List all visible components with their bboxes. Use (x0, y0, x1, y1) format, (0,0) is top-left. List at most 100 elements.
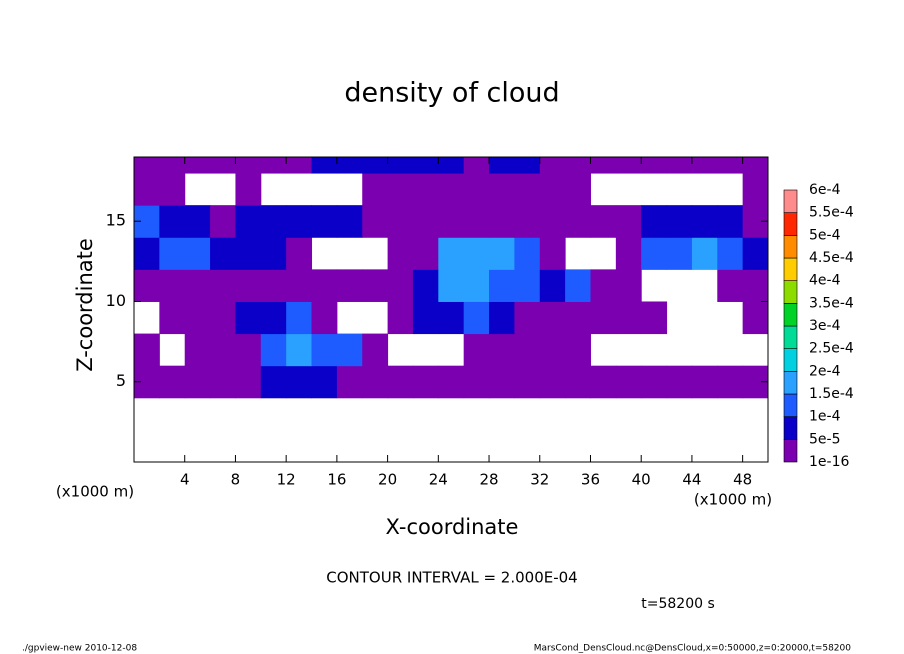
cell (387, 157, 414, 174)
cell (514, 237, 541, 270)
cell (438, 157, 465, 174)
cell (489, 205, 515, 238)
cell (134, 237, 160, 270)
cell (159, 173, 186, 206)
cell (184, 301, 211, 335)
colorbar-label: 1e-16 (809, 454, 849, 470)
x-tick-label: 24 (429, 471, 448, 489)
colorbar-bin (783, 235, 798, 259)
colorbar-bin (783, 325, 798, 349)
cell (438, 237, 465, 270)
colorbar-label: 1.5e-4 (809, 386, 854, 402)
colorbar-bin (783, 439, 798, 463)
cell (514, 365, 541, 399)
cell (159, 157, 186, 174)
cell (615, 237, 642, 270)
cell (210, 333, 236, 367)
cell (489, 269, 515, 302)
x-tick-label: 40 (632, 471, 651, 489)
colorbar-bin (783, 393, 798, 417)
cell (539, 269, 566, 302)
cell (717, 237, 744, 270)
cell (362, 205, 389, 238)
cell (286, 205, 313, 238)
cell (260, 333, 287, 367)
cell (641, 301, 668, 335)
colorbar-label: 3.5e-4 (809, 295, 854, 311)
cell (489, 173, 515, 206)
cell (210, 237, 236, 270)
cell (412, 237, 439, 270)
cell (412, 173, 439, 206)
cell (565, 333, 591, 367)
cell (235, 269, 262, 302)
cell (514, 173, 541, 206)
cell (539, 237, 566, 270)
colorbar-bin (783, 416, 798, 440)
cell (412, 301, 439, 335)
y-tick-label: 15 (106, 211, 126, 230)
cell (742, 157, 769, 174)
colorbar-label: 1e-4 (809, 409, 841, 425)
cell (463, 365, 490, 399)
cell (184, 205, 211, 238)
cell (615, 269, 642, 302)
cell (387, 173, 414, 206)
y-tick-label: 5 (116, 371, 126, 390)
cell (666, 365, 693, 399)
cell (590, 365, 617, 399)
cell (412, 205, 439, 238)
cell (641, 237, 668, 270)
cell (412, 269, 439, 302)
cell (134, 157, 160, 174)
cell (387, 301, 414, 335)
cell (336, 205, 363, 238)
x-unit: (x1000 m) (694, 491, 772, 509)
cell (159, 205, 186, 238)
cell (362, 365, 389, 399)
cell (311, 365, 338, 399)
cell (514, 333, 541, 367)
cell (412, 157, 439, 174)
cell (260, 301, 287, 335)
cell (463, 157, 490, 174)
cell (286, 237, 313, 270)
cell (615, 157, 642, 174)
cell (235, 365, 262, 399)
cell (463, 333, 490, 367)
cell (235, 301, 262, 335)
colorbar-bin (783, 371, 798, 395)
cell (260, 205, 287, 238)
cell (539, 365, 566, 399)
cell (514, 205, 541, 238)
cell (463, 237, 490, 270)
cell (717, 205, 744, 238)
cell (641, 205, 668, 238)
cell (362, 157, 389, 174)
cell (691, 157, 718, 174)
cell (235, 157, 262, 174)
colorbar-label: 6e-4 (809, 182, 841, 198)
cell (514, 269, 541, 302)
cell (311, 269, 338, 302)
heatmap-cells (134, 157, 769, 399)
cell (641, 365, 668, 399)
cell (539, 157, 566, 174)
colorbar-label: 5e-5 (809, 431, 840, 447)
cell (590, 269, 617, 302)
cell (691, 365, 718, 399)
colorbar-label: 5.5e-4 (809, 205, 854, 221)
cell (691, 237, 718, 270)
cell (286, 333, 313, 367)
cell (184, 237, 211, 270)
cell (717, 365, 744, 399)
cell (286, 301, 313, 335)
cell (742, 301, 769, 335)
cell (489, 157, 515, 174)
cell (565, 365, 591, 399)
cell (489, 365, 515, 399)
cell (565, 205, 591, 238)
cell (134, 333, 160, 367)
cell (666, 237, 693, 270)
